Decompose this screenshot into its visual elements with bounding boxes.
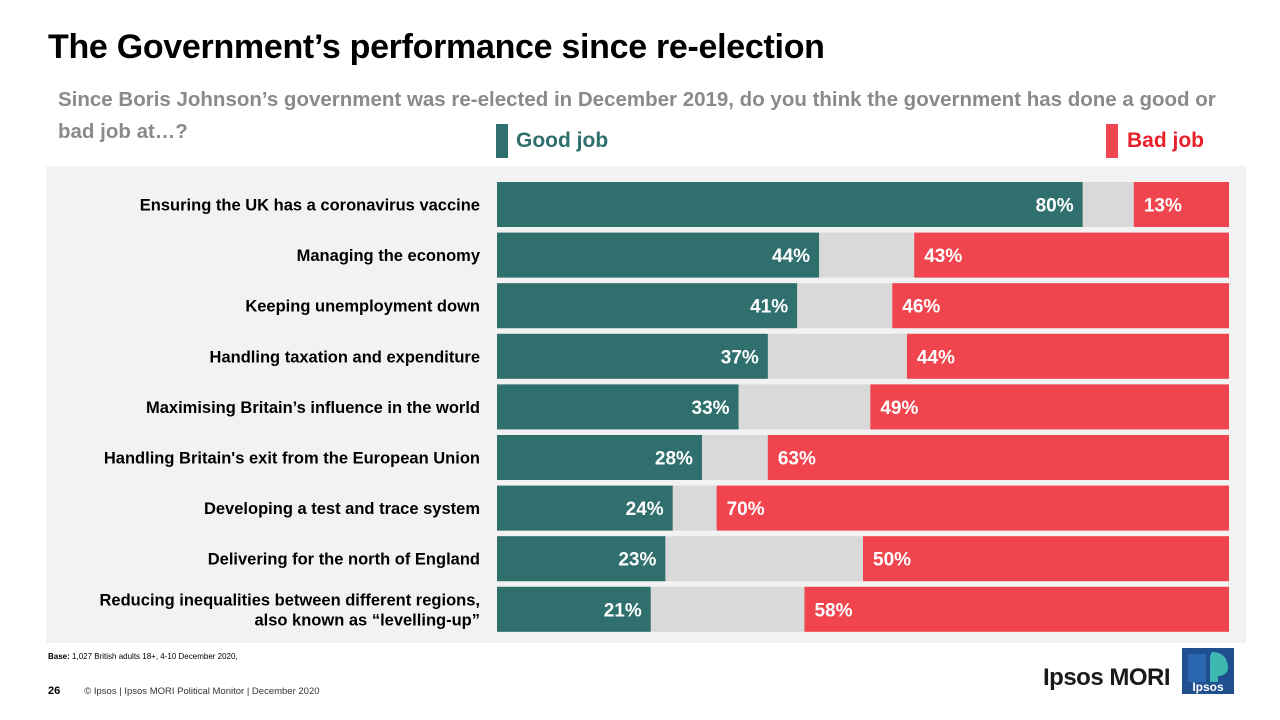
category-label: Maximising Britain’s influence in the wo… bbox=[146, 399, 480, 417]
bar-bad bbox=[892, 283, 1229, 329]
value-label-bad: 58% bbox=[814, 600, 852, 621]
value-label-good: 24% bbox=[626, 499, 664, 520]
value-label-bad: 63% bbox=[778, 449, 816, 470]
legend-bad-job: Bad job bbox=[1106, 124, 1204, 158]
bar-bad bbox=[870, 384, 1229, 430]
footer: 26 © Ipsos | Ipsos MORI Political Monito… bbox=[48, 685, 320, 697]
page-number: 26 bbox=[48, 685, 61, 697]
survey-question: Since Boris Johnson’s government was re-… bbox=[58, 88, 1216, 143]
base-text: 1,027 British adults 18+, 4-10 December … bbox=[69, 652, 238, 661]
legend-bad-swatch bbox=[1106, 124, 1118, 158]
bar-good bbox=[497, 435, 702, 480]
bar-bad bbox=[1133, 182, 1229, 227]
value-label-good: 80% bbox=[1036, 196, 1074, 217]
bar-bad bbox=[906, 333, 1229, 379]
value-label-good: 23% bbox=[618, 550, 656, 571]
footer-text: © Ipsos | Ipsos MORI Political Monitor |… bbox=[84, 685, 320, 697]
value-label-good: 41% bbox=[750, 297, 788, 318]
value-label-bad: 13% bbox=[1144, 196, 1182, 217]
legend-bad-label: Bad job bbox=[1127, 129, 1204, 152]
category-label: Delivering for the north of England bbox=[208, 551, 480, 569]
bar-good bbox=[497, 182, 1083, 227]
category-label: Handling Britain's exit from the Europea… bbox=[104, 450, 480, 468]
bar-good bbox=[497, 485, 673, 531]
bar-bad bbox=[863, 536, 1229, 582]
page-title: The Government’s performance since re-el… bbox=[48, 28, 825, 66]
legend-good-job: Good job bbox=[496, 124, 608, 158]
brand-name: Ipsos MORI bbox=[1043, 664, 1171, 691]
bar-bad bbox=[914, 232, 1229, 278]
value-label-bad: 44% bbox=[917, 347, 955, 368]
bar-good bbox=[497, 586, 651, 632]
category-label: Keeping unemployment down bbox=[245, 298, 480, 316]
value-label-bad: 46% bbox=[902, 297, 940, 318]
legend-good-label: Good job bbox=[516, 129, 609, 152]
value-label-good: 21% bbox=[604, 600, 642, 621]
category-label: Reducing inequalities between different … bbox=[100, 591, 480, 629]
bar-good bbox=[497, 333, 768, 379]
legend-good-swatch bbox=[496, 124, 508, 158]
bar-good bbox=[497, 536, 666, 582]
base-label: Base: bbox=[48, 652, 70, 661]
value-label-bad: 49% bbox=[880, 398, 918, 419]
category-label: Developing a test and trace system bbox=[204, 500, 480, 518]
logo-text: Ipsos bbox=[1192, 680, 1224, 694]
value-label-good: 37% bbox=[721, 347, 759, 368]
bar-bad bbox=[716, 485, 1229, 531]
category-label: Managing the economy bbox=[297, 247, 481, 265]
base-note: Base: 1,027 British adults 18+, 4-10 Dec… bbox=[48, 652, 238, 661]
bar-good bbox=[497, 232, 820, 278]
value-label-bad: 43% bbox=[924, 246, 962, 267]
bar-good bbox=[497, 283, 798, 329]
bar-bad bbox=[767, 435, 1229, 480]
value-label-bad: 70% bbox=[727, 499, 765, 520]
value-label-good: 28% bbox=[655, 449, 693, 470]
category-label: Handling taxation and expenditure bbox=[210, 348, 480, 366]
value-label-good: 44% bbox=[772, 246, 810, 267]
bar-bad bbox=[804, 586, 1229, 632]
value-label-bad: 50% bbox=[873, 550, 911, 571]
value-label-good: 33% bbox=[692, 398, 730, 419]
category-label: Ensuring the UK has a coronavirus vaccin… bbox=[140, 197, 480, 215]
ipsos-logo-icon: Ipsos bbox=[1182, 648, 1234, 694]
bar-good bbox=[497, 384, 739, 430]
